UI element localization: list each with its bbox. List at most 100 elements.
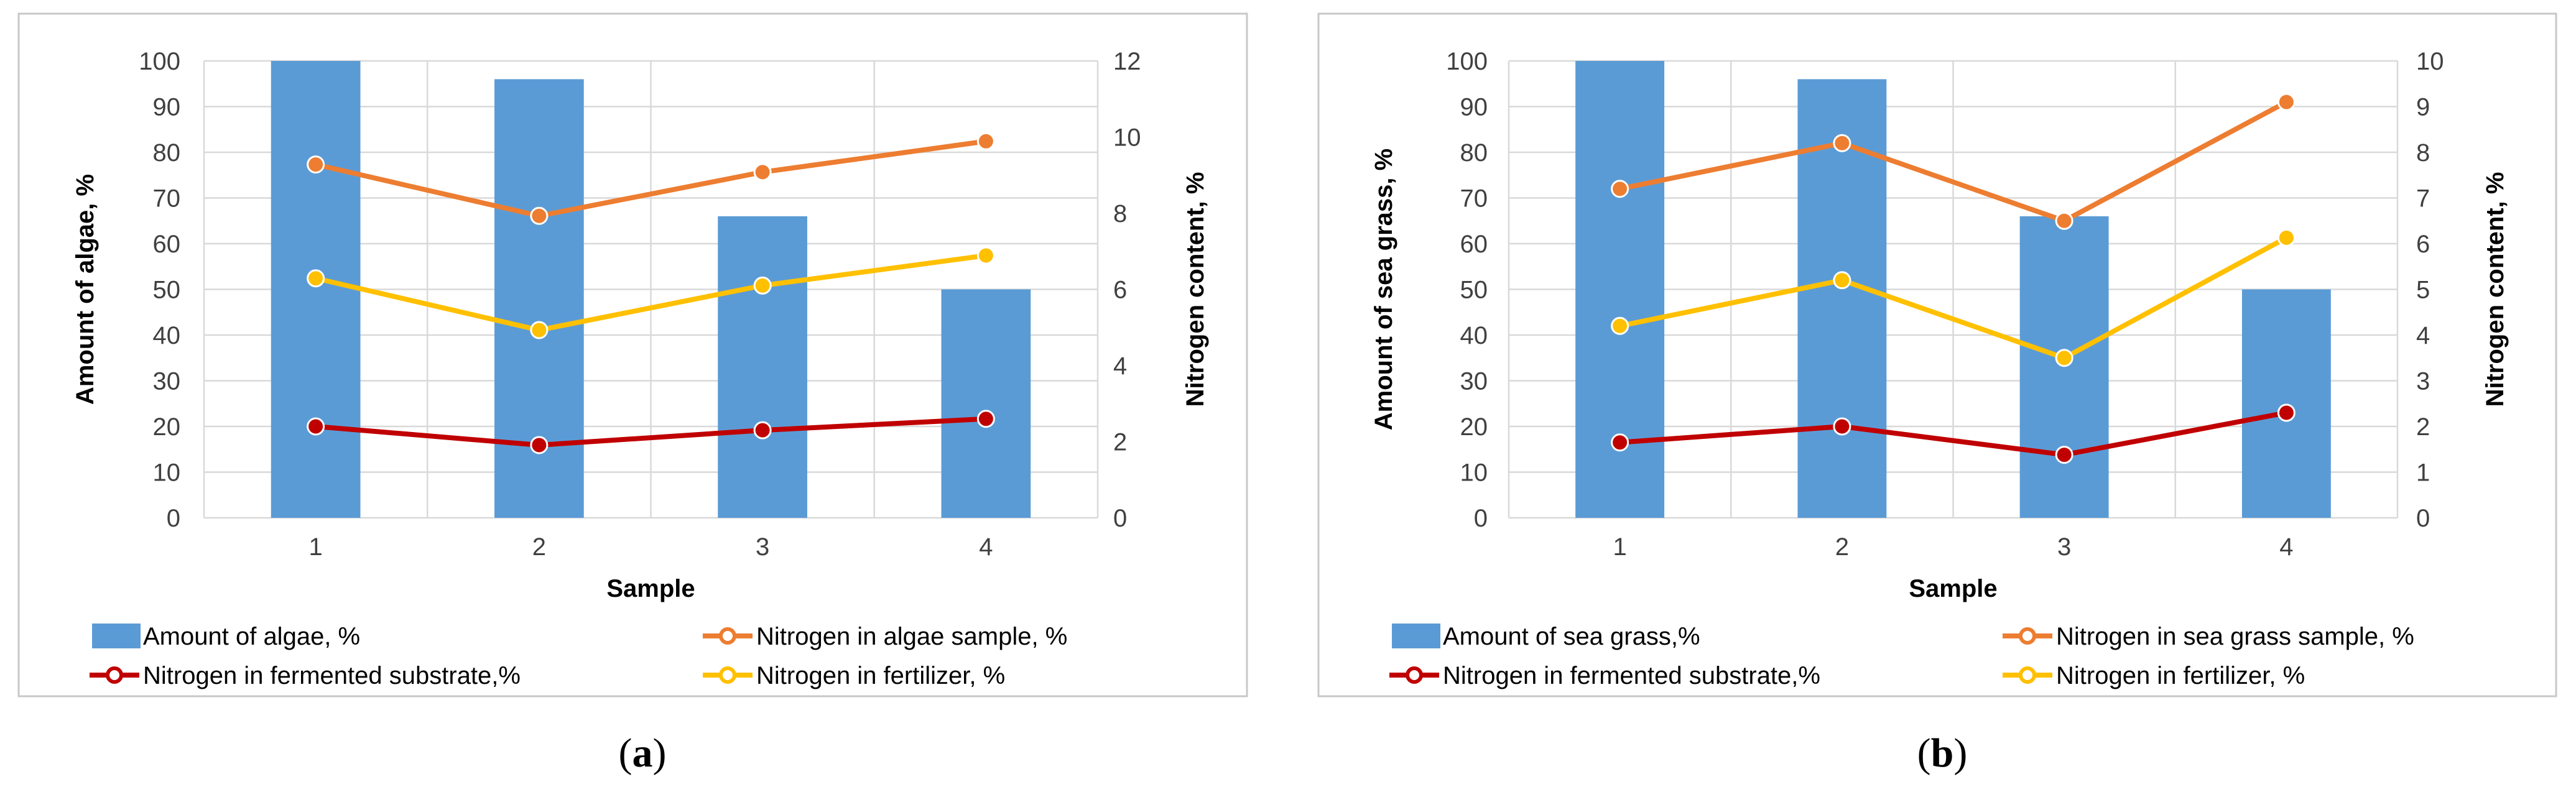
chart-b-legend-marker <box>2019 627 2036 645</box>
chart-b-legend-marker <box>2019 666 2036 684</box>
chart-a-ytick-left: 100 <box>139 48 180 75</box>
chart-b-legend-label: Nitrogen in fermented substrate,% <box>1443 662 1820 689</box>
chart-a-series-line <box>315 253 986 333</box>
chart-b-series-point <box>1611 433 1629 452</box>
chart-a-series-point <box>976 410 995 428</box>
chart-a-series-point <box>530 206 549 225</box>
chart-a-series-point <box>530 436 549 454</box>
chart-b-ytick-left: 80 <box>1460 139 1488 167</box>
chart-b-ytick-left: 60 <box>1460 231 1488 258</box>
chart-a-xtick: 3 <box>756 533 769 561</box>
chart-a-legend-label: Nitrogen in fermented substrate,% <box>143 662 521 689</box>
chart-a-caption: (a) <box>619 730 667 776</box>
chart-b-ytick-right: 10 <box>2416 48 2444 75</box>
chart-a-xlabel: Sample <box>606 575 695 602</box>
chart-b-ytick-right: 5 <box>2416 277 2430 304</box>
chart-b-frame <box>1317 12 2557 697</box>
chart-a-series-point <box>530 321 549 339</box>
chart-a-frame <box>17 12 1248 697</box>
chart-b-ytick-left: 30 <box>1460 368 1488 395</box>
chart-a-series-line <box>315 139 986 219</box>
chart-b-ytick-right: 8 <box>2416 139 2430 167</box>
chart-b-legend-swatch <box>1392 624 1440 648</box>
chart-b-legend-marker <box>1406 666 1423 684</box>
chart-b-xtick: 1 <box>1613 533 1627 561</box>
chart-b-caption: (b) <box>1917 730 1968 776</box>
chart-a-bar <box>941 289 1031 518</box>
chart-a-series-line <box>315 416 986 448</box>
chart-a-ytick-right: 12 <box>1113 48 1141 75</box>
chart-b-series-line <box>1619 235 2288 361</box>
chart-b-ytick-left: 70 <box>1460 185 1488 213</box>
chart-b-ylabel-right: Nitrogen content, % <box>2481 172 2509 407</box>
chart-b-bar <box>2241 289 2331 518</box>
chart-b-series-point <box>1833 271 1851 290</box>
chart-a-ytick-left: 50 <box>153 277 181 304</box>
chart-a-series-point <box>307 417 325 436</box>
chart-b-xtick: 2 <box>1835 533 1849 561</box>
chart-a-ytick-right: 4 <box>1113 352 1127 380</box>
chart-b-series-point <box>2277 403 2296 422</box>
chart-b-legend-label: Amount of sea grass,% <box>1443 623 1700 650</box>
chart-b-series-line <box>1619 99 2288 224</box>
chart-a-ytick-left: 70 <box>153 185 181 213</box>
chart-b-legend-label: Nitrogen in fertilizer, % <box>2056 662 2305 689</box>
chart-a-ytick-left: 30 <box>153 368 181 395</box>
chart-b-xlabel: Sample <box>1909 575 1997 602</box>
chart-b-series-point <box>1833 134 1851 152</box>
chart-b: 0 10 20 30 40 50 60 70 80 90 100 0 1 2 3 4 5 6 7 8 9 10 1 2 3 4 Am… <box>1317 12 2557 776</box>
chart-a-xtick: 4 <box>979 533 993 561</box>
chart-a-ylabel-right: Nitrogen content, % <box>1182 172 1209 407</box>
chart-b-ytick-right: 6 <box>2416 231 2430 258</box>
chart-a-ytick-right: 8 <box>1113 200 1127 228</box>
chart-a-series-point <box>753 163 772 182</box>
chart-a-xtick: 1 <box>309 533 323 561</box>
chart-a-ytick-right: 6 <box>1113 277 1127 304</box>
chart-a-ytick-left: 80 <box>153 139 181 167</box>
chart-a-series-point <box>307 269 325 288</box>
chart-b-bar <box>2019 216 2109 518</box>
chart-a-legend-marker <box>106 666 123 684</box>
chart-b-ytick-left: 20 <box>1460 413 1488 441</box>
chart-a-legend-label: Nitrogen in fertilizer, % <box>756 662 1005 689</box>
chart-a-ytick-left: 10 <box>153 459 181 487</box>
chart-a-ytick-left: 40 <box>153 322 181 349</box>
chart-b-ytick-right: 3 <box>2416 368 2430 395</box>
chart-a-ytick-left: 0 <box>167 505 180 532</box>
chart-b-xtick: 4 <box>2279 533 2293 561</box>
chart-b-series-point <box>2277 93 2296 111</box>
chart-b-ytick-right: 1 <box>2416 459 2430 487</box>
chart-a-bar <box>718 216 807 518</box>
chart-b-series-point <box>2277 228 2296 247</box>
chart-b-series-point <box>2055 446 2073 464</box>
chart-a-legend-marker <box>719 627 736 645</box>
chart-b-series-point <box>2055 349 2073 367</box>
chart-b-ytick-left: 50 <box>1460 277 1488 304</box>
chart-b-ytick-right: 0 <box>2416 505 2430 532</box>
chart-a-ylabel-left: Amount of algae, % <box>72 174 99 405</box>
chart-a-series-point <box>753 276 772 295</box>
chart-b-series-point <box>2055 211 2073 230</box>
chart-a-series-point <box>976 246 995 265</box>
chart-b-legend-label: Nitrogen in sea grass sample, % <box>2056 623 2414 650</box>
chart-b-ytick-right: 7 <box>2416 185 2430 213</box>
chart-b-xtick: 3 <box>2057 533 2071 561</box>
chart-a-legend-label: Amount of algae, % <box>143 623 360 650</box>
chart-b-ylabel-left: Amount of sea grass, % <box>1370 149 1397 430</box>
chart-b-ytick-left: 100 <box>1446 48 1488 75</box>
chart-a-ytick-right: 10 <box>1113 124 1141 152</box>
chart-a-legend-swatch <box>92 624 141 648</box>
chart-b-series-point <box>1833 417 1851 436</box>
chart-b-series-line <box>1619 410 2287 458</box>
chart-b-ytick-right: 2 <box>2416 413 2430 441</box>
chart-a-series-point <box>753 421 772 440</box>
chart-b-ytick-left: 0 <box>1474 505 1488 532</box>
chart-b-ytick-right: 4 <box>2416 322 2430 349</box>
chart-a-ytick-right: 0 <box>1113 505 1127 532</box>
chart-b-ytick-right: 9 <box>2416 94 2430 121</box>
chart-a-xtick: 2 <box>532 533 546 561</box>
chart-b-series-point <box>1611 316 1629 335</box>
chart-a-bar <box>271 61 361 518</box>
